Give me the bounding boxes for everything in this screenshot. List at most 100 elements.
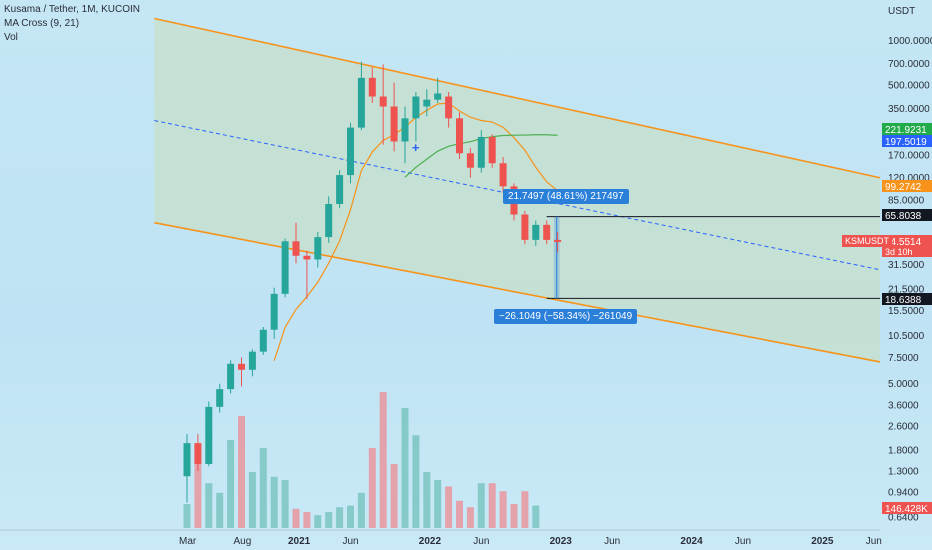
price-tag-44.5514: 44.5514 (885, 237, 922, 248)
volume-bar (303, 512, 311, 528)
candle[interactable] (423, 99, 431, 107)
volume-bar (499, 491, 507, 528)
volume-bar (216, 492, 224, 528)
candle[interactable] (532, 224, 540, 240)
volume-bar (336, 507, 344, 528)
candle[interactable] (238, 363, 245, 370)
candle[interactable] (347, 127, 354, 176)
price-tag-99.2742: 99.2742 (885, 182, 922, 193)
y-tick-label: 7.5000 (888, 353, 919, 364)
price-tag-bg (882, 235, 932, 257)
x-tick-label: Jun (343, 536, 359, 547)
candle[interactable] (412, 96, 420, 119)
volume-bar (466, 507, 474, 528)
volume-bar (347, 505, 354, 528)
candle[interactable] (554, 239, 562, 242)
candle[interactable] (357, 77, 365, 128)
volume-bar (488, 483, 496, 528)
y-axis-unit: USDT (888, 6, 915, 17)
candle[interactable] (368, 77, 376, 97)
y-tick-label: 700.0000 (888, 59, 930, 70)
price-tag-bg (882, 293, 932, 305)
volume-bar (248, 472, 256, 528)
y-tick-label: 0.9400 (888, 488, 919, 499)
volume-bar (238, 416, 245, 528)
volume-bar (259, 448, 267, 528)
volume-bar (368, 448, 376, 528)
candle[interactable] (216, 389, 224, 407)
candle[interactable] (456, 118, 463, 154)
price-tag-bg (882, 180, 932, 192)
price-tag-bg (882, 209, 932, 221)
volume-bar (456, 500, 463, 528)
volume-bar (314, 515, 322, 528)
candle[interactable] (194, 443, 202, 464)
candle[interactable] (401, 118, 409, 142)
candle[interactable] (390, 106, 398, 142)
volume-bar (205, 483, 213, 528)
candle[interactable] (445, 96, 453, 119)
y-tick-label: 31.5000 (888, 260, 925, 271)
volume-bar (325, 512, 333, 528)
price-tag-bg (882, 123, 932, 135)
candle[interactable] (434, 93, 442, 100)
candle[interactable] (205, 406, 213, 464)
candle[interactable] (477, 136, 485, 168)
volume-bar (281, 480, 289, 528)
candle[interactable] (543, 224, 551, 240)
candle[interactable] (281, 241, 289, 294)
channel-lower-line[interactable] (154, 221, 881, 363)
candle[interactable] (336, 175, 344, 205)
price-tag-bg (882, 135, 932, 147)
price-tag-221.9231: 221.9231 (885, 125, 927, 136)
y-tick-label: 2.6000 (888, 422, 919, 433)
candle[interactable] (488, 136, 496, 164)
price-tag-countdown: 3d 10h (885, 247, 913, 257)
x-tick-label: Jun (604, 536, 620, 547)
candle[interactable] (499, 163, 507, 187)
candle[interactable] (270, 293, 278, 330)
candle[interactable] (303, 255, 311, 260)
y-tick-label: 1000.0000 (888, 36, 932, 47)
price-tag-146.428K: 146.428K (885, 504, 928, 515)
volume-bar (477, 483, 485, 528)
chart-title: Kusama / Tether, 1M, KUCOIN (4, 4, 140, 15)
y-tick-label: 21.5000 (888, 285, 925, 296)
candle[interactable] (248, 351, 256, 370)
candle[interactable] (183, 443, 191, 477)
price-tag-65.8038: 65.8038 (885, 211, 922, 222)
channel-upper-line[interactable] (154, 17, 881, 179)
volume-bar (379, 392, 387, 528)
x-tick-label: 2025 (811, 536, 834, 547)
candle[interactable] (521, 214, 529, 240)
volume-bar (357, 492, 365, 528)
volume-bar (227, 440, 235, 528)
y-tick-label: 0.6400 (888, 512, 919, 523)
volume-bar (401, 408, 409, 528)
cross-marker-icon: + (412, 140, 420, 155)
candle[interactable] (314, 237, 322, 260)
candle[interactable] (466, 153, 474, 168)
candle[interactable] (379, 96, 387, 107)
candle[interactable] (292, 241, 300, 256)
candle[interactable] (259, 329, 267, 352)
volume-bar (445, 486, 453, 528)
volume-bar (423, 472, 431, 528)
candle[interactable] (325, 204, 333, 238)
volume-bar (510, 504, 518, 528)
y-tick-label: 1.8000 (888, 445, 919, 456)
y-tick-label: 15.5000 (888, 306, 925, 317)
volume-bar (183, 504, 191, 528)
indicator-ma-label[interactable]: MA Cross (9, 21) (4, 18, 80, 29)
volume-bar (194, 464, 202, 528)
candle[interactable] (227, 363, 235, 390)
y-tick-label: 350.0000 (888, 104, 930, 115)
x-tick-label: 2024 (680, 536, 703, 547)
indicator-vol-label[interactable]: Vol (4, 32, 18, 43)
volume-bar (390, 464, 398, 528)
volume-bar (521, 491, 529, 528)
channel-mid-line[interactable] (154, 120, 881, 271)
volume-bar (292, 508, 300, 528)
x-tick-label: Jun (473, 536, 489, 547)
